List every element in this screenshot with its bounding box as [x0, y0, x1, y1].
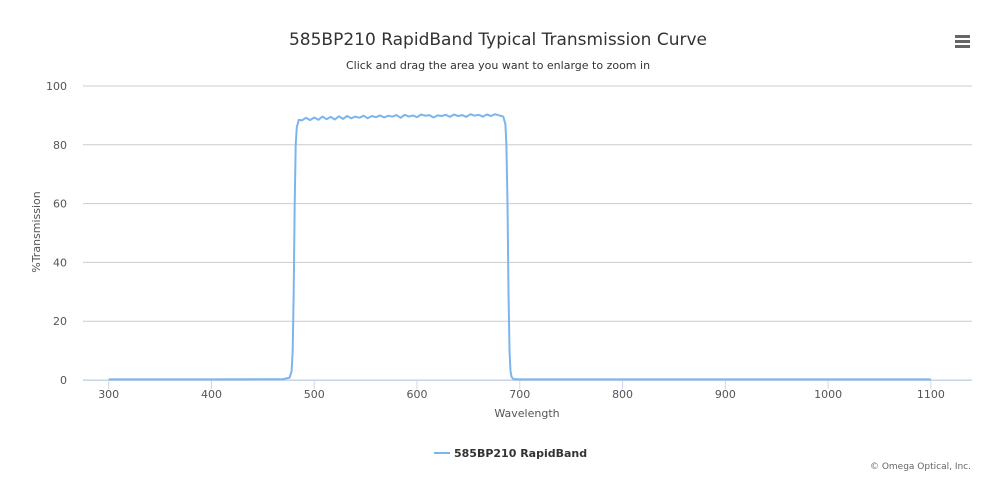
x-tick-label: 700	[509, 388, 530, 401]
x-axis-title: Wavelength	[494, 407, 559, 420]
y-axis-title: %Transmission	[30, 191, 43, 273]
y-tick-label: 80	[53, 139, 67, 152]
x-tick-label: 600	[407, 388, 428, 401]
series-line-0[interactable]	[108, 113, 931, 381]
y-tick-label: 100	[46, 80, 67, 93]
y-tick-label: 0	[60, 374, 67, 387]
grid-lines	[83, 85, 972, 381]
y-tick-label: 20	[53, 315, 67, 328]
legend[interactable]: 585BP210 RapidBand	[434, 447, 587, 460]
y-tick-label: 60	[53, 198, 67, 211]
chart-subtitle: Click and drag the area you want to enla…	[346, 59, 650, 72]
x-tick-label: 400	[201, 388, 222, 401]
y-tick-label: 40	[53, 256, 67, 269]
x-tick-label: 800	[612, 388, 633, 401]
x-tick-label: 500	[304, 388, 325, 401]
y-axis: 0 20 40 60 80 100	[46, 80, 67, 387]
hamburger-menu-icon[interactable]	[955, 35, 970, 48]
chart-title: 585BP210 RapidBand Typical Transmission …	[289, 30, 707, 50]
x-axis: 300 400 500 600 700 800 900 1000 1100	[83, 380, 972, 401]
chart-menu-button[interactable]	[950, 30, 974, 52]
x-tick-label: 300	[98, 388, 119, 401]
x-tick-label: 900	[715, 388, 736, 401]
legend-item-label[interactable]: 585BP210 RapidBand	[454, 447, 587, 460]
x-tick-label: 1100	[917, 388, 945, 401]
credits-text[interactable]: © Omega Optical, Inc.	[870, 462, 971, 472]
plot-series[interactable]	[108, 113, 931, 381]
x-tick-label: 1000	[814, 388, 842, 401]
